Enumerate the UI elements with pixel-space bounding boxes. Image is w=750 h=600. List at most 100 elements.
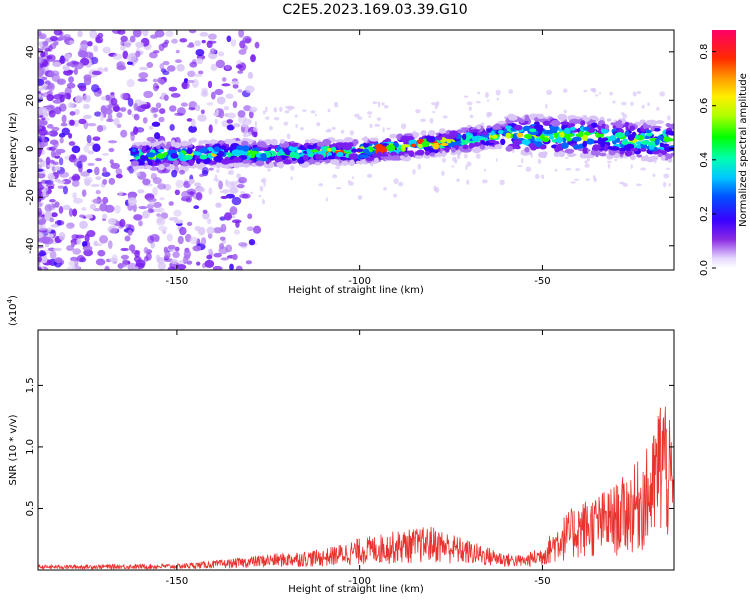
spectrogram-blob (529, 128, 537, 133)
spectrogram-blob (463, 153, 468, 159)
spectrogram-blob (392, 133, 398, 139)
spectrogram-blob (229, 206, 238, 216)
spectrogram-blob (368, 146, 374, 153)
spectrogram-blob (259, 185, 264, 192)
spectrogram-blob (468, 106, 472, 111)
spectrogram-blob (141, 141, 147, 147)
spectrogram-blob (442, 115, 448, 119)
spectrogram-blob (172, 159, 179, 167)
spectrogram-blob (148, 125, 154, 131)
colorbar-tick-label: 0.4 (699, 152, 710, 168)
spectrogram-blob (220, 195, 229, 200)
spectrogram-blob (343, 137, 354, 143)
spectrogram-blob (110, 162, 120, 170)
spectrogram-blob (174, 189, 180, 196)
spectrogram-blob (176, 64, 185, 72)
spectrogram-blob (90, 183, 100, 188)
spectrogram-blob (72, 208, 78, 217)
spectrogram-blob (166, 233, 173, 242)
spectrogram-blob (169, 124, 175, 131)
spectrogram-blob (57, 180, 66, 184)
spectrogram-blob (38, 34, 46, 40)
spectrogram-blob (68, 208, 74, 217)
spectrogram-blob (206, 254, 213, 260)
spectrogram-blob (456, 129, 464, 134)
spectrogram-blob (131, 148, 137, 153)
spectrogram-blob (41, 117, 46, 121)
spectrogram-blob (50, 224, 60, 228)
spectrogram-blob (449, 141, 460, 146)
spectrogram-blob (49, 198, 56, 203)
spectrogram-blob (133, 214, 143, 221)
spectrogram-blob (652, 173, 656, 178)
spectrogram-blob (120, 92, 129, 100)
spectrogram-blob (287, 105, 293, 111)
spectrogram-blob (645, 129, 652, 134)
spectrogram-blob (538, 151, 546, 158)
spectrogram-blob (491, 134, 498, 139)
spectrogram-blob (38, 94, 42, 98)
spectrogram-blob (230, 180, 238, 188)
spectrogram-blob (116, 65, 127, 71)
spectrogram-blob (68, 141, 76, 146)
spectrogram-blob (44, 204, 53, 213)
colorbar: 0.0 0.2 0.4 0.6 0.8 Normalized spectral ampl… (699, 30, 749, 276)
spectrogram-blob (534, 174, 540, 180)
spectrogram-blob (393, 193, 397, 198)
y-tick-label: -40 (25, 238, 36, 254)
spectrogram-blob (54, 155, 61, 159)
spectrogram-blob (102, 167, 107, 174)
spectrogram-blob (608, 135, 617, 142)
spectrogram-blob (393, 178, 399, 185)
spectrogram-blob (157, 149, 165, 153)
spectrogram-blob (583, 131, 591, 136)
spectrogram-blob (590, 87, 596, 92)
spectrogram-blob (45, 211, 53, 217)
spectrogram-blob (106, 118, 114, 123)
spectrogram-blob (376, 151, 383, 158)
spectrogram-blob (468, 142, 475, 149)
spectrogram-blob (279, 139, 285, 144)
spectrogram-blob (66, 266, 77, 270)
spectrogram-blob (226, 124, 235, 131)
snr-panel: -150 -100 -50 0.5 1.0 1.5 Height of straight… (6, 295, 675, 595)
spectrogram-blob (76, 160, 83, 169)
spectrogram-blob (434, 152, 443, 158)
spectrogram-blob (168, 216, 179, 221)
spectrogram-blob (152, 187, 158, 196)
spectrogram-blob (157, 262, 166, 270)
spectrogram-blob (386, 144, 396, 151)
spectrogram-blob (642, 122, 647, 130)
spectrogram-blob (169, 105, 177, 112)
spectrogram-blob (226, 35, 232, 43)
spectrogram-blob (175, 59, 182, 64)
spectrogram-blob (178, 169, 185, 175)
spectrogram-blob (79, 214, 85, 218)
spectrogram-blob (316, 122, 321, 127)
spectrogram-blob (74, 108, 80, 115)
spectrogram-blob (71, 145, 81, 154)
spectrogram-blob (403, 153, 408, 158)
spectrogram-blob (265, 106, 268, 113)
spectrogram-blob (606, 118, 612, 122)
spectrogram-blob (50, 159, 55, 164)
spectrogram-blob (408, 150, 415, 158)
spectrogram-blob (469, 114, 474, 119)
spectrogram-blob (484, 92, 489, 98)
spectrogram-blob (44, 80, 51, 85)
spectrogram-blob (69, 119, 75, 126)
spectrogram-blob (138, 220, 143, 227)
spectrogram-blob (54, 166, 61, 171)
spectrogram-blob (347, 180, 351, 183)
spectrogram-blob (483, 168, 486, 172)
spectrogram-blob (216, 168, 220, 173)
spectrogram-blob (583, 89, 588, 93)
spectrogram-blob (199, 173, 205, 178)
spectrogram-blob (200, 140, 211, 145)
spectrogram-blob (481, 179, 488, 184)
spectrogram-blob (266, 141, 275, 145)
spectrogram-blob (81, 189, 87, 197)
spectrogram-blob (546, 89, 552, 95)
spectrogram-blob (85, 51, 93, 59)
spectrogram-blob (413, 132, 420, 137)
